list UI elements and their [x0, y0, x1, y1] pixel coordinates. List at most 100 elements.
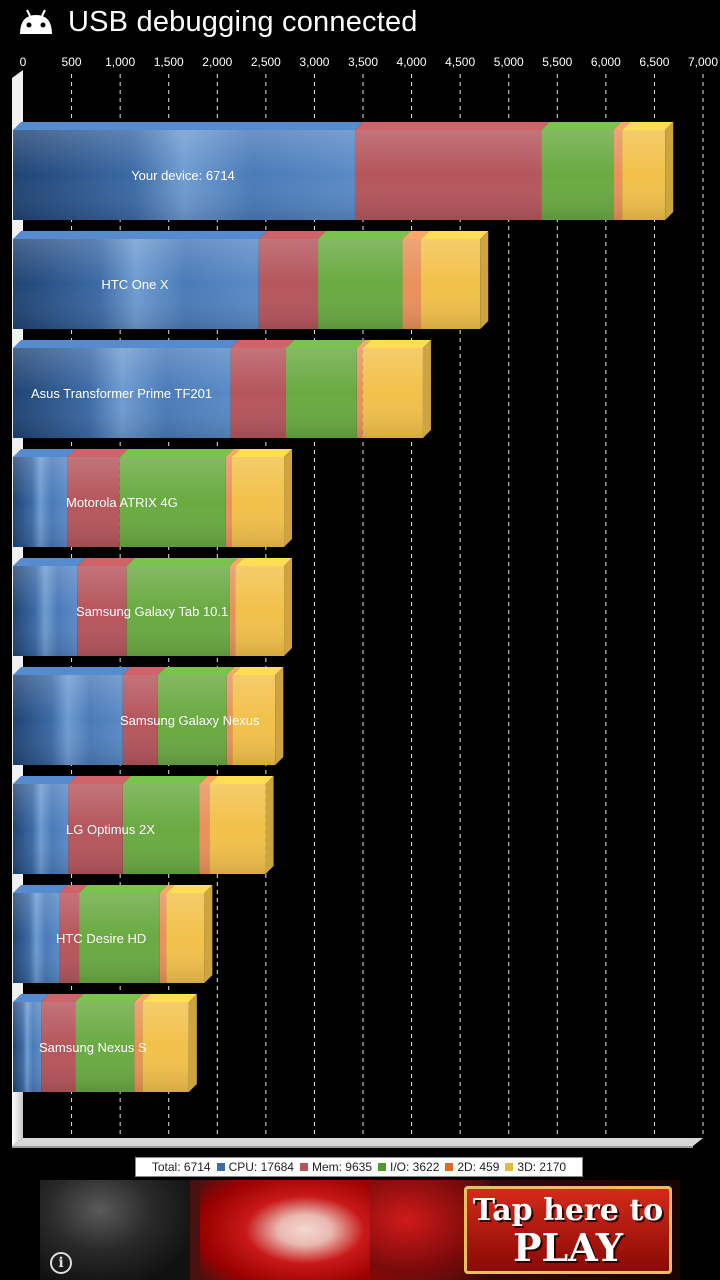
legend-swatch-mem	[299, 1163, 308, 1171]
legend-3d: 3D: 2170	[505, 1160, 566, 1174]
bar-segment-top	[126, 558, 238, 566]
x-tick-label: 0	[20, 55, 27, 69]
bar-label: LG Optimus 2X	[66, 822, 155, 837]
legend-2d: 2D: 459	[445, 1160, 499, 1174]
bar-segment-top	[362, 340, 431, 348]
bar-shine	[13, 893, 205, 983]
x-tick-label: 3,500	[348, 55, 378, 69]
bar-label: Asus Transformer Prime TF201	[31, 386, 212, 401]
bar-shine	[13, 784, 266, 874]
bar-segment-top	[119, 449, 234, 457]
legend-swatch-2d	[445, 1163, 454, 1171]
bar-label: Samsung Galaxy Nexus	[120, 713, 260, 728]
bar-segment-top	[13, 776, 77, 784]
bar-segment-top	[166, 885, 213, 893]
bar-segment-top	[13, 885, 68, 893]
ad-banner[interactable]: i Tap here to PLAY	[40, 1180, 680, 1280]
bar-segment-top	[421, 231, 489, 239]
bar-end-face	[188, 994, 197, 1092]
bar-end-face	[665, 122, 674, 220]
x-tick-label: 4,000	[397, 55, 427, 69]
bar-segment-top	[77, 558, 135, 566]
bar-segment-top	[613, 122, 631, 130]
status-bar: USB debugging connected	[0, 0, 720, 50]
x-tick-label: 1,500	[154, 55, 184, 69]
legend-cpu: CPU: 17684	[216, 1160, 294, 1174]
bar-segment-top	[75, 994, 143, 1002]
bar-shine	[13, 1002, 189, 1092]
x-tick-label: 2,500	[251, 55, 281, 69]
cta-line-2: PLAY	[512, 1225, 623, 1270]
bar-segment-top	[79, 885, 168, 893]
bar-label: Samsung Nexus S	[39, 1040, 147, 1055]
bar-segment-top	[402, 231, 429, 239]
bar-end-face	[265, 776, 274, 874]
x-axis-ticks: 0 500 1,000 1,500 2,000 2,500 3,000 3,500 4,000 4…	[20, 55, 719, 69]
bar-segment-top	[67, 449, 128, 457]
bar-segment-top	[157, 667, 235, 675]
chart-floor-plane	[12, 1138, 703, 1146]
bar-segment-top	[232, 667, 284, 675]
bar-label: HTC One X	[101, 277, 169, 292]
x-tick-label: 1,000	[105, 55, 135, 69]
bar-shine	[13, 239, 481, 329]
bar-segment-top	[41, 994, 84, 1002]
bar-segment-top	[142, 994, 197, 1002]
bar-labels: Your device: 6714 HTC One X Asus Transform…	[31, 168, 260, 1055]
bar-shine	[13, 566, 285, 656]
bar-segment-top	[209, 776, 274, 784]
bar-segment-top	[622, 122, 674, 130]
bar-segment-top	[235, 558, 293, 566]
chart-floor-edge	[12, 1146, 693, 1148]
bar-segment-top	[230, 340, 294, 348]
bar-segment-top	[13, 449, 76, 457]
bar-segment-top	[231, 449, 293, 457]
info-icon[interactable]: i	[50, 1252, 72, 1274]
bar-segment-top	[199, 776, 218, 784]
bar-segment-top	[13, 340, 239, 348]
bar-label: Motorola ATRIX 4G	[66, 495, 178, 510]
benchmark-chart: 0 500 1,000 1,500 2,000 2,500 3,000 3,500 4,000 4…	[12, 55, 719, 1148]
bars-layer	[13, 122, 674, 1092]
bar-end-face	[275, 667, 284, 765]
bar-segment-top	[159, 885, 175, 893]
bar-end-face	[284, 558, 293, 656]
bar-segment-top	[122, 667, 166, 675]
x-tick-label: 6,500	[639, 55, 669, 69]
legend-io-label: I/O: 3622	[390, 1160, 440, 1174]
android-debug-icon	[20, 9, 52, 34]
bar-end-face	[284, 449, 293, 547]
x-tick-label: 500	[62, 55, 82, 69]
bar-segment-top	[122, 776, 208, 784]
bar-segment-top	[541, 122, 622, 130]
bar-segment-top	[13, 994, 50, 1002]
legend-swatch-cpu	[216, 1163, 225, 1171]
bar-segment-top	[59, 885, 88, 893]
bar-segment-top	[285, 340, 365, 348]
cta-line-1: Tap here to	[472, 1193, 664, 1228]
bar-segment-top	[13, 231, 267, 239]
legend-swatch-io	[378, 1163, 386, 1171]
x-tick-label: 7,000	[688, 55, 718, 69]
bar-shine	[13, 130, 666, 220]
x-tick-label: 5,000	[494, 55, 524, 69]
bar-shine	[13, 348, 423, 438]
bar-segment-top	[356, 340, 371, 348]
legend-2d-label: 2D: 459	[457, 1160, 500, 1174]
bar-segment-top	[229, 558, 244, 566]
legend-mem: Mem: 9635	[299, 1160, 372, 1174]
tap-to-play-button[interactable]: Tap here to PLAY	[464, 1186, 672, 1274]
bar-shine	[13, 457, 285, 547]
chart-legend: Total: 6714 CPU: 17684 Mem: 9635 I/O: 36…	[135, 1157, 583, 1177]
usb-debugging-notification[interactable]: USB debugging connected	[68, 6, 418, 38]
legend-cpu-label: CPU: 17684	[228, 1160, 294, 1174]
bar-segment-top	[225, 449, 240, 457]
bar-label: HTC Desire HD	[56, 931, 146, 946]
legend-total-label: Total: 6714	[151, 1160, 211, 1174]
bar-segment-top	[13, 558, 86, 566]
legend-total: Total: 6714	[152, 1160, 211, 1174]
legend-io: I/O: 3622	[378, 1160, 439, 1174]
bar-segment-top	[13, 122, 363, 130]
x-tick-label: 4,500	[445, 55, 475, 69]
bar-label: Your device: 6714	[131, 168, 235, 183]
